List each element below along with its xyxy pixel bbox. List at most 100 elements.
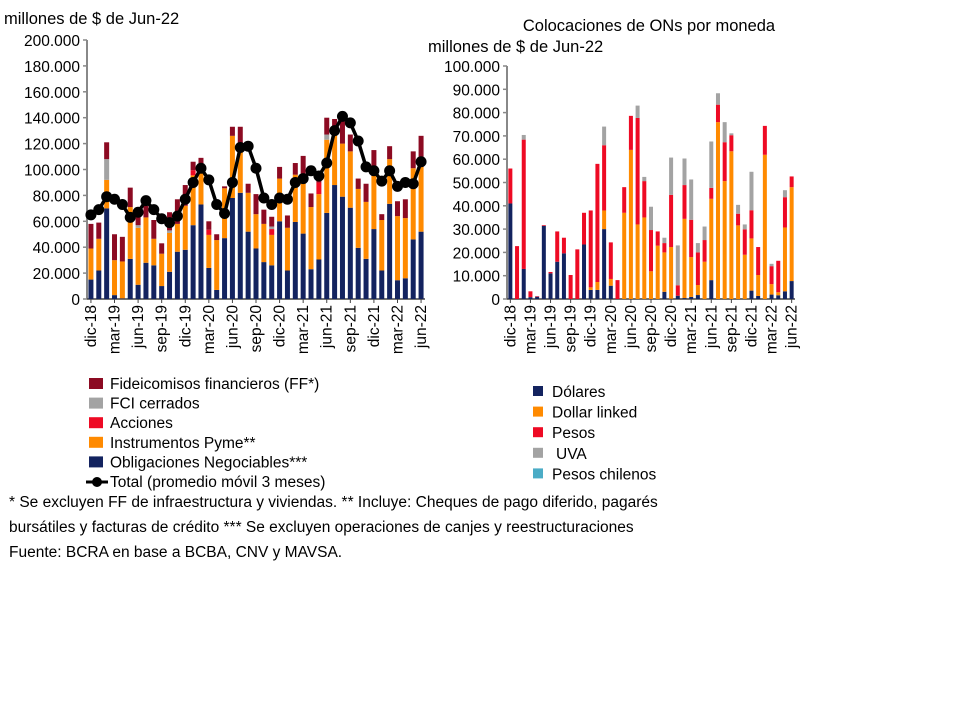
bar-segment <box>112 295 118 299</box>
x-tick-label: sep-20 <box>643 305 660 353</box>
bar-segment <box>198 204 204 299</box>
bar-segment <box>742 224 747 230</box>
bar-segment <box>261 209 267 224</box>
bar-segment <box>541 225 546 226</box>
bar-segment <box>253 194 259 215</box>
bar-segment <box>655 245 660 299</box>
bar-segment <box>622 212 627 299</box>
x-tick-label: mar-22 <box>764 305 781 354</box>
x-tick-label: dic-18 <box>83 305 100 347</box>
bar-segment <box>782 190 787 198</box>
x-tick-label: dic-20 <box>663 305 680 348</box>
x-tick-label: sep-20 <box>248 305 265 353</box>
bar-segment <box>387 146 393 160</box>
bar-segment <box>649 230 653 272</box>
bar-segment <box>769 266 774 285</box>
bar-segment <box>608 285 613 299</box>
bar-segment <box>402 278 408 299</box>
total-point <box>368 165 380 177</box>
bar-segment <box>214 289 220 299</box>
bar-segment <box>88 248 94 280</box>
bar-segment <box>789 281 794 299</box>
bar-segment <box>715 122 720 299</box>
bar-segment <box>729 133 734 136</box>
bar-segment <box>379 220 385 271</box>
bar-segment <box>159 243 165 254</box>
bar-segment <box>261 262 267 299</box>
legend-label: Obligaciones Negociables*** <box>110 454 307 471</box>
bar-segment <box>206 267 212 299</box>
bar-segment <box>363 183 369 202</box>
legend-marker <box>92 477 102 487</box>
bar-segment <box>756 295 761 299</box>
x-tick-label: jun-22 <box>784 305 801 349</box>
bar-segment <box>588 289 593 299</box>
bar-segment <box>284 227 290 271</box>
bar-segment <box>135 216 141 226</box>
bar-segment <box>135 284 141 299</box>
bar-segment <box>769 263 774 267</box>
total-point <box>313 170 325 182</box>
x-tick-label: dic-21 <box>743 305 760 347</box>
bar-segment <box>229 126 235 136</box>
bar-segment <box>709 187 714 199</box>
bar-segment <box>300 155 306 183</box>
y-tick-label: 40.000 <box>33 240 81 257</box>
bar-segment <box>695 243 700 253</box>
bar-segment <box>174 251 180 299</box>
bar-segment <box>675 295 680 299</box>
bar-segment <box>695 285 700 296</box>
bar-segment <box>394 201 400 217</box>
bar-segment <box>190 175 196 226</box>
legend-swatch <box>533 427 543 438</box>
bar-segment <box>355 188 361 248</box>
total-point <box>407 178 419 190</box>
x-tick-label: sep-21 <box>723 305 740 352</box>
bar-segment <box>535 296 540 299</box>
total-point <box>171 210 183 222</box>
y-tick-label: 70.000 <box>453 129 501 146</box>
y-tick-label: 60.000 <box>453 152 501 169</box>
bar-segment <box>669 157 674 195</box>
bar-segment <box>174 223 180 252</box>
bar-segment <box>332 133 338 186</box>
bar-segment <box>182 205 188 250</box>
bar-segment <box>284 270 290 299</box>
bar-segment <box>568 275 573 299</box>
bar-segment <box>628 149 633 299</box>
legend-swatch <box>89 436 103 448</box>
legend-label: Pesos <box>552 425 595 442</box>
bar-segment <box>300 182 306 234</box>
bar-segment <box>528 297 533 299</box>
total-point <box>281 193 293 205</box>
bar-segment <box>521 139 526 269</box>
right-chart-title: Colocaciones de ONs por moneda <box>523 17 776 35</box>
bar-segment <box>782 197 787 228</box>
legend-swatch <box>89 378 103 389</box>
bar-segment <box>402 218 408 279</box>
bar-segment <box>96 270 102 299</box>
y-tick-label: 20.000 <box>33 266 81 283</box>
bar-segment <box>702 240 707 262</box>
bar-segment <box>749 171 754 211</box>
bar-segment <box>595 289 600 299</box>
total-point <box>124 211 136 223</box>
bar-segment <box>269 226 275 230</box>
bar-segment <box>190 170 196 176</box>
bar-segment <box>782 291 787 299</box>
bar-segment <box>689 179 694 220</box>
total-point <box>140 195 152 207</box>
bar-segment <box>729 151 734 299</box>
total-point <box>132 206 144 218</box>
bar-segment <box>88 279 94 299</box>
x-tick-label: mar-21 <box>683 305 700 354</box>
total-point <box>164 217 176 229</box>
total-point <box>258 192 270 204</box>
bar-segment <box>182 249 188 299</box>
bar-segment <box>682 185 687 219</box>
bar-segment <box>379 270 385 299</box>
bar-segment <box>332 185 338 299</box>
bar-segment <box>595 163 600 282</box>
footnote-2: bursátiles y facturas de crédito *** Se … <box>9 519 634 536</box>
